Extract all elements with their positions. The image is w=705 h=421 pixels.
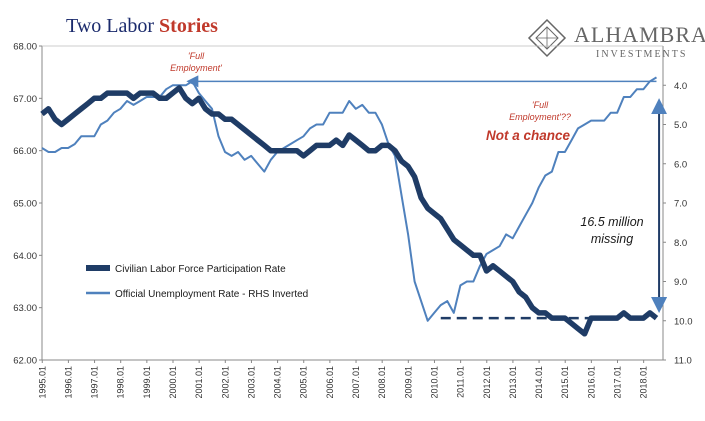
x-tick-label: 2003.01 (246, 366, 256, 399)
x-tick-label: 2011.01 (456, 366, 466, 398)
x-tick-label: 2000.01 (168, 366, 178, 399)
right-tick-label: 7.0 (674, 199, 687, 210)
annotation-millions-missing-line2: missing (591, 232, 633, 246)
left-tick-label: 63.00 (13, 303, 37, 314)
x-tick-label: 2005.01 (299, 366, 309, 399)
right-axis-ticks: 4.0 5.0 6.0 7.0 8.0 9.0 10.0 11.0 (663, 81, 693, 367)
company-logo: ALHAMBRA INVESTMENTS (527, 18, 705, 60)
x-tick-label: 2017.01 (613, 366, 623, 399)
x-tick-label: 1996.01 (63, 366, 73, 399)
logo-diamond-icon (527, 18, 567, 58)
x-tick-label: 1995.01 (37, 366, 47, 399)
annotation-full-employment-q-line1: 'Full (532, 100, 549, 110)
left-tick-label: 68.00 (13, 42, 37, 53)
chart-title: Two Labor Stories (66, 15, 218, 37)
x-tick-label: 2016.01 (586, 366, 596, 399)
x-axis-ticks: 1995.01 1996.01 1997.01 1998.01 1999.01 2000.… (37, 360, 649, 399)
chart-axes (41, 45, 664, 361)
left-tick-label: 65.00 (13, 199, 37, 210)
x-tick-label: 2007.01 (351, 366, 361, 399)
chart-title-part1: Two Labor (66, 15, 154, 37)
chart-title-part2: Stories (159, 15, 218, 37)
legend-label-participation: Civilian Labor Force Participation Rate (115, 264, 286, 275)
left-tick-label: 67.00 (13, 94, 37, 105)
logo-name: ALHAMBRA (574, 22, 705, 47)
x-tick-label: 2009.01 (403, 366, 413, 399)
annotations: 'Full Employment' 'Full Employment'?? No… (170, 51, 668, 320)
series-line-unemployment (41, 76, 658, 322)
right-tick-label: 5.0 (674, 120, 687, 131)
left-axis-ticks: 62.00 63.00 64.00 65.00 66.00 67.00 68.00 (13, 42, 42, 367)
x-tick-label: 2012.01 (482, 366, 492, 399)
x-tick-label: 2006.01 (325, 366, 335, 399)
x-tick-label: 2018.01 (639, 366, 649, 399)
x-tick-label: 2004.01 (273, 366, 283, 399)
left-tick-label: 66.00 (13, 146, 37, 157)
chart-legend: Civilian Labor Force Participation Rate … (86, 264, 308, 300)
right-tick-label: 6.0 (674, 159, 687, 170)
right-tick-label: 10.0 (674, 316, 693, 327)
logo-diamond-outline (527, 18, 567, 58)
annotation-full-employment-line2: Employment' (170, 63, 222, 73)
x-tick-label: 2013.01 (508, 366, 518, 399)
annotation-full-employment-q-line2: Employment'?? (509, 112, 571, 122)
right-tick-label: 9.0 (674, 277, 687, 288)
right-tick-label: 11.0 (674, 356, 692, 367)
right-tick-label: 4.0 (674, 81, 687, 92)
x-tick-label: 2001.01 (194, 366, 204, 399)
legend-label-unemployment: Official Unemployment Rate - RHS Inverte… (115, 289, 308, 300)
x-tick-label: 2014.01 (534, 366, 544, 399)
x-tick-label: 1997.01 (90, 366, 100, 399)
left-tick-label: 62.00 (13, 356, 37, 367)
logo-subtitle: INVESTMENTS (596, 49, 687, 60)
annotation-full-employment-line1: 'Full (188, 51, 205, 61)
x-tick-label: 2015.01 (560, 366, 570, 399)
x-tick-label: 2010.01 (429, 366, 439, 399)
x-tick-label: 1999.01 (142, 366, 152, 399)
x-tick-label: 2008.01 (377, 366, 387, 399)
x-tick-label: 2002.01 (220, 366, 230, 399)
right-tick-label: 8.0 (674, 238, 687, 249)
left-tick-label: 64.00 (13, 251, 37, 262)
annotation-not-a-chance: Not a chance (486, 128, 571, 143)
x-tick-label: 1998.01 (116, 366, 126, 399)
annotation-millions-missing-line1: 16.5 million (580, 215, 643, 229)
